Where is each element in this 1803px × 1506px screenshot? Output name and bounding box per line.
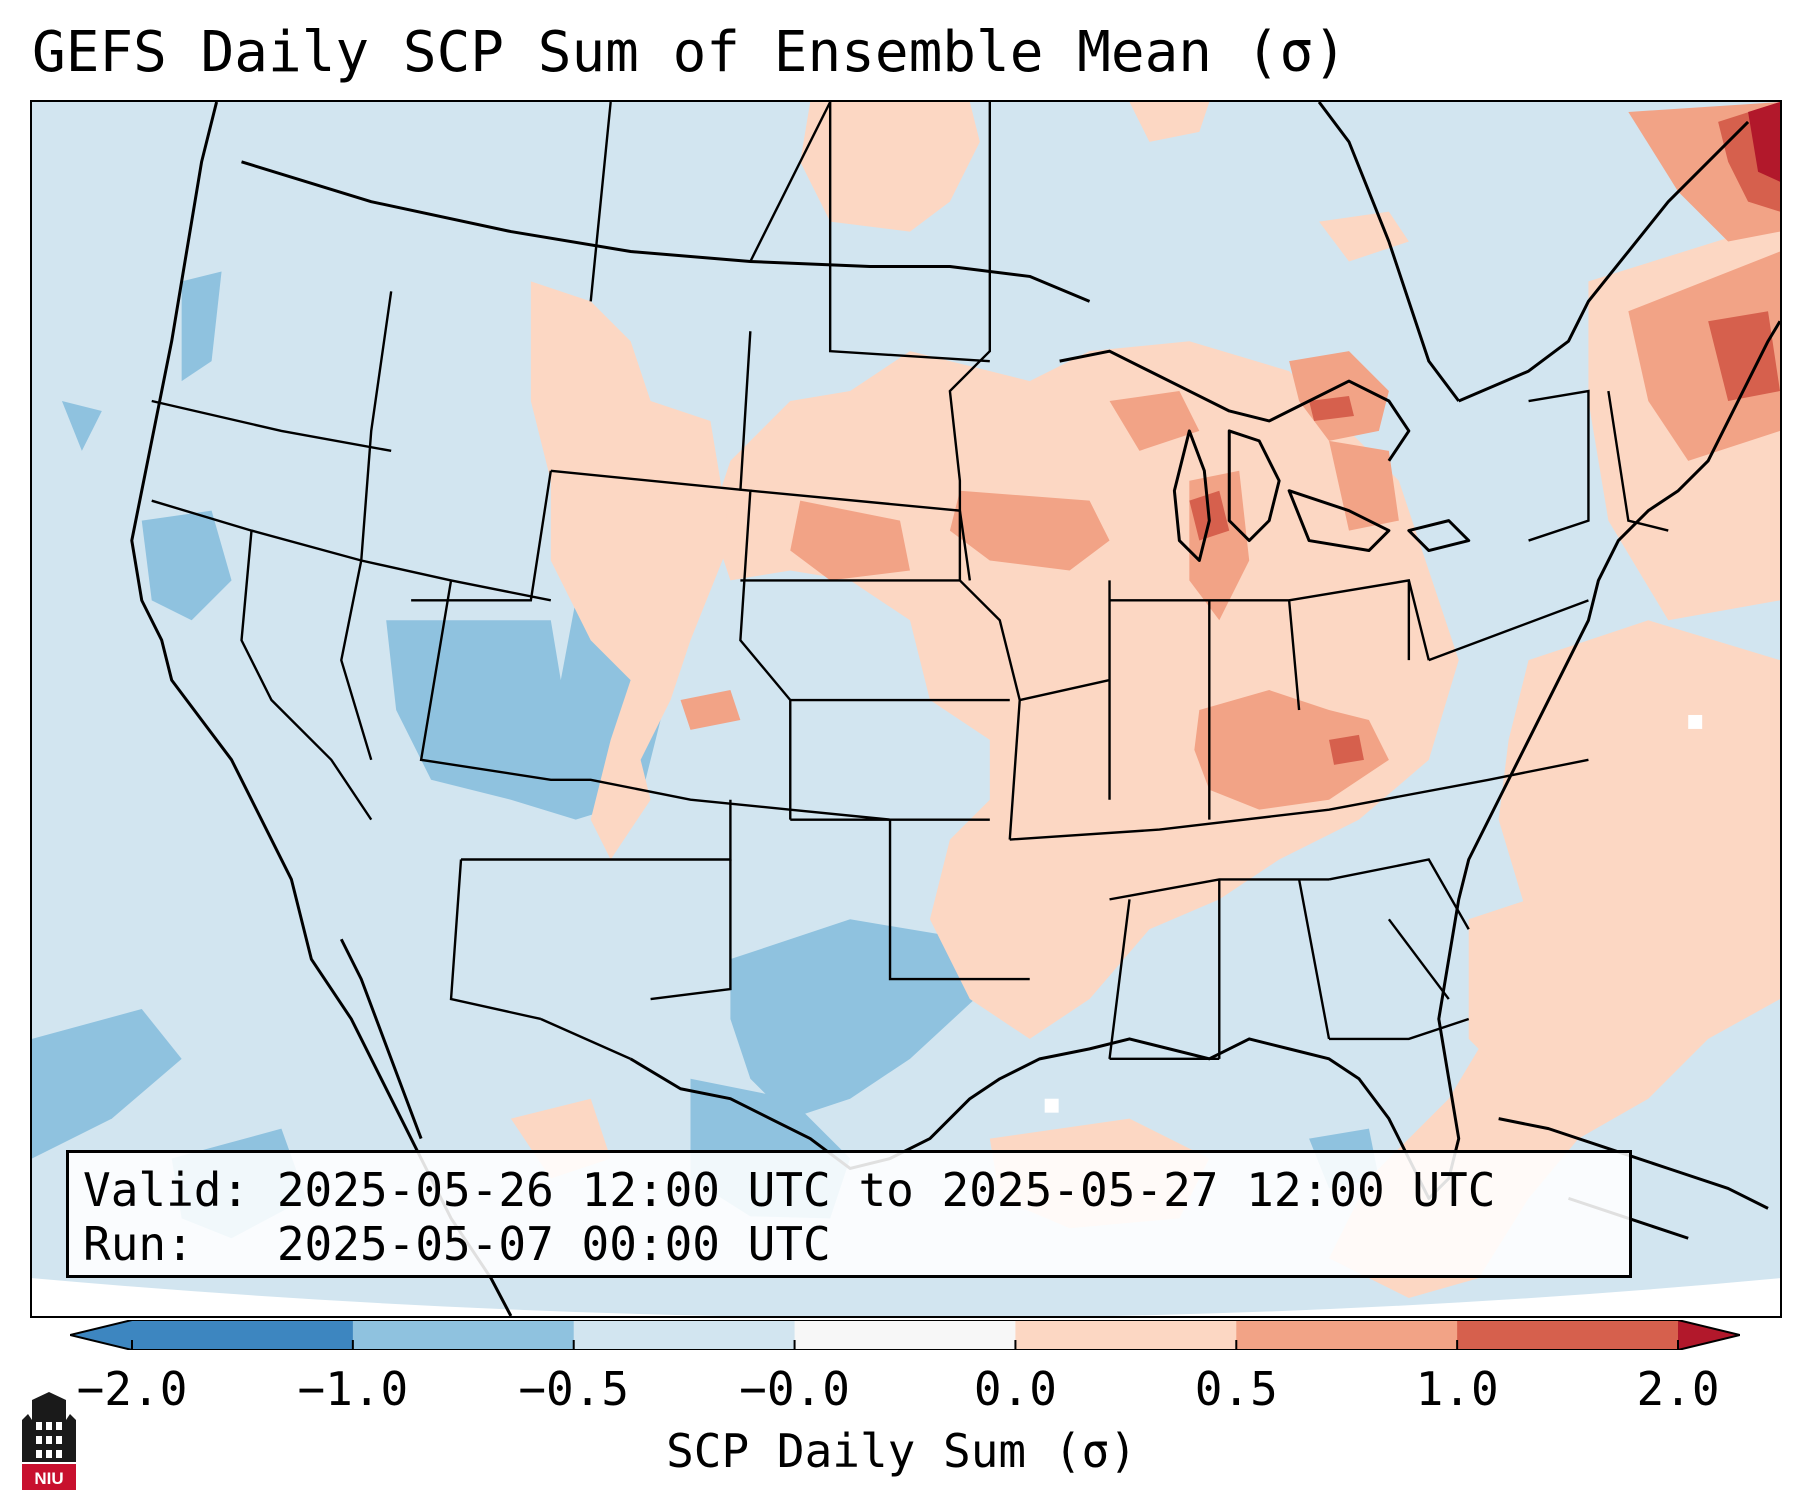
colorbar-tick-label: 2.0 bbox=[1636, 1362, 1720, 1416]
valid-time-text: Valid: 2025-05-26 12:00 UTC to 2025-05-2… bbox=[83, 1163, 1496, 1217]
colorbar-segment bbox=[132, 1320, 354, 1350]
valid-time-box: Valid: 2025-05-26 12:00 UTC to 2025-05-2… bbox=[66, 1150, 1632, 1278]
anomaly-map bbox=[32, 102, 1780, 1316]
colorbar-label: SCP Daily Sum (σ) bbox=[666, 1424, 1137, 1478]
colorbar-segment bbox=[352, 1320, 575, 1350]
niu-logo: NIU bbox=[22, 1392, 76, 1490]
logo-text: NIU bbox=[34, 1469, 63, 1488]
colorbar-tick-label: −0.0 bbox=[739, 1362, 850, 1416]
colorbar-segment bbox=[1015, 1320, 1237, 1350]
map-panel bbox=[30, 100, 1782, 1318]
colorbar-tick-label: 0.5 bbox=[1194, 1362, 1278, 1416]
colorbar-tick-label: −2.0 bbox=[76, 1362, 188, 1416]
colorbar-segment bbox=[1457, 1320, 1679, 1350]
negative-anomaly-regions bbox=[32, 271, 1379, 1239]
colorbar-extend-low bbox=[70, 1320, 132, 1350]
colorbar-extend-high bbox=[1678, 1320, 1740, 1350]
colorbar-tick-label: 0.0 bbox=[973, 1362, 1057, 1416]
colorbar-segment bbox=[794, 1320, 1016, 1350]
projection-edge bbox=[32, 1278, 1780, 1316]
colorbar bbox=[70, 1320, 1740, 1350]
state-borders bbox=[151, 102, 1669, 1061]
logo-windows bbox=[36, 1422, 62, 1458]
map-title: GEFS Daily SCP Sum of Ensemble Mean (σ) bbox=[32, 20, 1347, 85]
colorbar-segment bbox=[573, 1320, 796, 1350]
logo-banner bbox=[22, 1464, 76, 1490]
run-time-text: Run: 2025-05-07 00:00 UTC bbox=[83, 1217, 831, 1271]
missing-data-cell bbox=[1044, 1098, 1059, 1113]
colorbar-tick-label: −0.5 bbox=[518, 1362, 630, 1416]
strong-positive-regions bbox=[1189, 102, 1780, 765]
colorbar-tick-label: −1.0 bbox=[297, 1362, 409, 1416]
colorbar-tick-label: 1.0 bbox=[1415, 1362, 1499, 1416]
colorbar-segment bbox=[1236, 1320, 1458, 1350]
missing-data-cell bbox=[1688, 714, 1703, 729]
